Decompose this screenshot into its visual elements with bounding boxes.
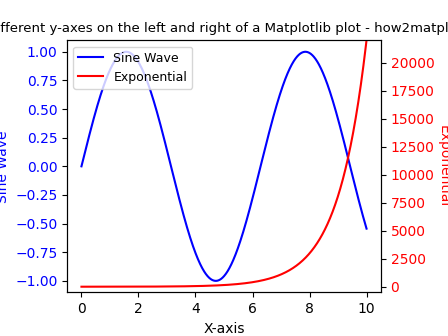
Sine Wave (205, 274, 210, 278)
Exponential (108, 285, 113, 289)
Line: Exponential: Exponential (82, 40, 366, 287)
Sine Wave (213, 279, 219, 283)
Exponential (364, 38, 369, 42)
Exponential (275, 274, 280, 278)
Exponential (194, 284, 199, 288)
Exponential (306, 252, 312, 256)
Exponential (204, 284, 210, 288)
X-axis label: X-axis: X-axis (203, 322, 245, 336)
Line: Sine Wave: Sine Wave (82, 52, 366, 281)
Y-axis label: Exponential: Exponential (437, 125, 448, 207)
Sine Wave (307, 51, 312, 55)
Title: Use different y-axes on the left and right of a Matplotlib plot - how2matplotlib: Use different y-axes on the left and rig… (0, 22, 448, 35)
Sine Wave (364, 226, 369, 230)
Sine Wave (302, 50, 307, 54)
Sine Wave (194, 255, 200, 259)
Exponential (79, 285, 84, 289)
Sine Wave (79, 164, 84, 168)
Sine Wave (108, 67, 113, 71)
Exponential (301, 257, 306, 261)
Y-axis label: Sine Wave: Sine Wave (0, 130, 9, 203)
Sine Wave (124, 50, 129, 54)
Legend: Sine Wave, Exponential: Sine Wave, Exponential (73, 47, 192, 89)
Sine Wave (275, 99, 280, 103)
